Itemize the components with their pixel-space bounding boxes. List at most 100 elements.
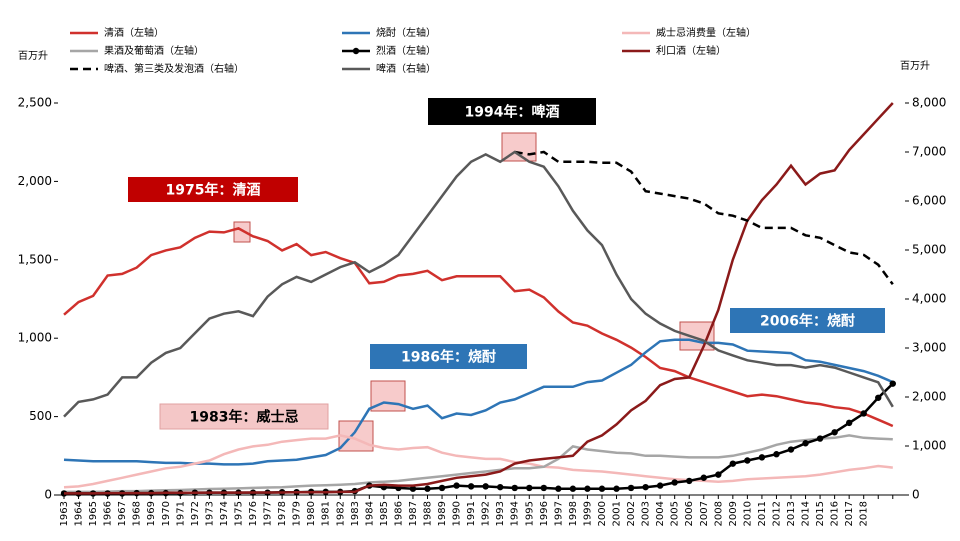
x-tick-label: 2017 xyxy=(844,501,855,526)
legend-label: 清酒（左轴） xyxy=(104,26,164,39)
point xyxy=(686,477,693,485)
y-axis-label: 百万升 xyxy=(18,50,48,62)
x-tick-label: 2002 xyxy=(626,501,637,526)
legend-label: 利口酒（左轴） xyxy=(656,44,726,57)
x-tick-label: 1984 xyxy=(364,501,375,526)
point xyxy=(729,460,737,467)
annotation: 1986年：烧酎 xyxy=(401,349,496,366)
point xyxy=(773,451,780,458)
annotation-box xyxy=(428,98,596,125)
x-tick-label: 1990 xyxy=(452,501,463,526)
annotation-box xyxy=(159,403,329,430)
point xyxy=(511,484,518,492)
x-tick-label: 2005 xyxy=(670,501,681,526)
y2-tick-label: 5,000 xyxy=(912,243,946,257)
x-tick-label: 1976 xyxy=(248,501,259,526)
y-tick-label: 500 xyxy=(29,409,52,423)
x-tick-label: 1974 xyxy=(219,501,230,526)
legend-label: 啤酒、第三类及发泡酒（右轴） xyxy=(104,62,244,75)
x-tick-label: 1996 xyxy=(539,501,550,526)
annotation: 1994年：啤酒 xyxy=(465,104,560,121)
point xyxy=(758,454,766,461)
annotation-box xyxy=(370,344,527,369)
x-tick-label: 1994 xyxy=(510,501,521,526)
y2-tick-label: 8,000 xyxy=(912,96,946,110)
highlight-box xyxy=(233,221,251,243)
x-tick-label: 1977 xyxy=(263,501,274,526)
y2-tick-label: 2,000 xyxy=(912,390,946,404)
x-tick-label: 1985 xyxy=(379,501,390,526)
point xyxy=(482,483,489,490)
point xyxy=(656,482,664,489)
x-tick-label: 2015 xyxy=(815,501,826,526)
point xyxy=(831,429,838,436)
point xyxy=(438,484,446,492)
series-line xyxy=(63,150,894,418)
y2-tick-label: 6,000 xyxy=(912,194,946,208)
legend-label: 啤酒（右轴） xyxy=(376,62,436,75)
annotation: 1975年：清酒 xyxy=(166,182,261,199)
x-tick-label: 2001 xyxy=(612,501,623,526)
point xyxy=(715,471,722,478)
x-tick-label: 1986 xyxy=(393,501,404,526)
x-tick-label: 2011 xyxy=(757,501,768,526)
point xyxy=(700,474,707,481)
x-tick-label: 1987 xyxy=(408,501,419,526)
point xyxy=(555,485,562,492)
x-tick-label: 1999 xyxy=(582,501,593,526)
series-line xyxy=(63,227,894,428)
x-tick-label: 1983 xyxy=(350,501,361,526)
x-tick-label: 1981 xyxy=(321,501,332,526)
series-line xyxy=(514,150,894,286)
x-tick-label: 1968 xyxy=(132,501,143,526)
y-tick-label: 2,500 xyxy=(18,96,52,110)
x-tick-label: 2010 xyxy=(742,501,753,526)
x-tick-label: 2014 xyxy=(801,501,812,526)
x-tick-label: 2013 xyxy=(786,501,797,526)
y-tick-label: 0 xyxy=(44,488,52,502)
point xyxy=(875,394,882,401)
x-tick-label: 1989 xyxy=(437,501,448,526)
point xyxy=(787,446,795,453)
point xyxy=(497,483,504,491)
x-tick-label: 1975 xyxy=(233,501,244,526)
point xyxy=(889,380,896,387)
annotation: 2006年：烧酎 xyxy=(760,313,855,330)
x-tick-label: 1970 xyxy=(161,501,172,526)
x-tick-label: 1972 xyxy=(190,501,201,526)
x-tick-label: 1964 xyxy=(74,501,85,526)
annotation-box xyxy=(128,177,298,202)
x-tick-label: 2004 xyxy=(655,501,666,526)
annotation: 1983年：威士忌 xyxy=(190,409,299,426)
x-tick-label: 2000 xyxy=(597,501,608,526)
x-tick-label: 2006 xyxy=(684,501,695,526)
y2-tick-label: 0 xyxy=(912,488,920,502)
x-tick-label: 1971 xyxy=(175,501,186,526)
x-tick-label: 1995 xyxy=(524,501,535,526)
point xyxy=(744,457,751,464)
x-tick-label: 1997 xyxy=(553,501,564,526)
point xyxy=(860,410,867,417)
y2-axis-label: 百万升 xyxy=(900,60,930,72)
x-tick-label: 2007 xyxy=(699,501,710,526)
y2-tick-label: 3,000 xyxy=(912,341,946,355)
x-tick-label: 1969 xyxy=(146,501,157,526)
y2-tick-label: 7,000 xyxy=(912,145,946,159)
x-tick-label: 1993 xyxy=(495,501,506,526)
x-tick-label: 2012 xyxy=(771,501,782,526)
y-tick-label: 1,000 xyxy=(18,331,52,345)
point xyxy=(671,479,678,486)
x-tick-label: 1988 xyxy=(423,501,434,526)
annotation-box xyxy=(730,308,885,333)
legend-label: 烧酎（左轴） xyxy=(376,26,436,39)
legend-label: 烈酒（左轴） xyxy=(376,44,436,57)
x-tick-label: 1998 xyxy=(568,501,579,526)
x-tick-label: 1979 xyxy=(292,501,303,526)
x-tick-label: 2018 xyxy=(859,501,870,526)
point xyxy=(642,483,649,491)
point xyxy=(526,484,533,492)
y-tick-label: 1,500 xyxy=(18,252,52,266)
point xyxy=(409,485,417,492)
y2-tick-label: 1,000 xyxy=(912,439,946,453)
